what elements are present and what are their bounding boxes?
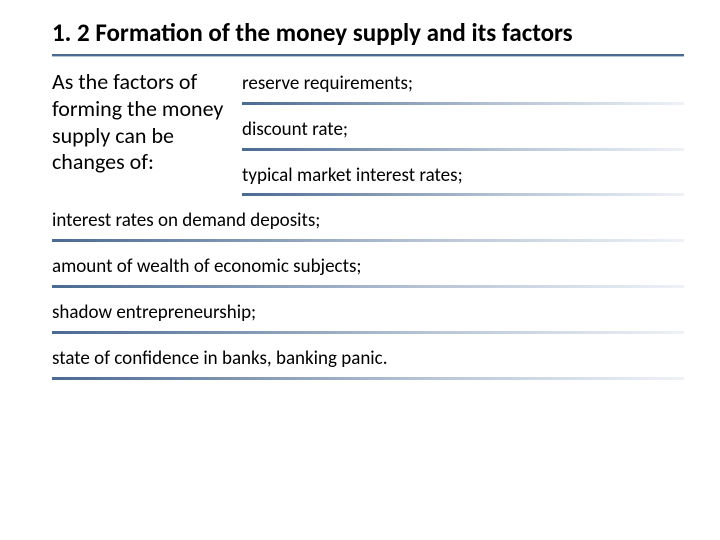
factor-underline bbox=[242, 193, 684, 196]
factor-item: typical market interest rates; bbox=[242, 159, 684, 194]
factor-item: interest rates on demand deposits; bbox=[52, 204, 684, 239]
factor-item: reserve requirements; bbox=[242, 67, 684, 102]
factor-item: state of confidence in banks, banking pa… bbox=[52, 342, 684, 377]
slide-title: 1. 2 Formation of the money supply and i… bbox=[52, 18, 684, 48]
title-block: 1. 2 Formation of the money supply and i… bbox=[52, 18, 684, 57]
factor-item: shadow entrepreneurship; bbox=[52, 296, 684, 331]
content-row: As the factors of forming the money supp… bbox=[52, 67, 684, 204]
factor-underline bbox=[52, 285, 684, 288]
factor-item: amount of wealth of economic subjects; bbox=[52, 250, 684, 285]
factors-bottom-column: interest rates on demand deposits; amoun… bbox=[52, 204, 684, 379]
intro-column: As the factors of forming the money supp… bbox=[52, 67, 242, 204]
title-underline bbox=[52, 54, 684, 57]
factor-underline bbox=[242, 102, 684, 105]
intro-text: As the factors of forming the money supp… bbox=[52, 69, 228, 176]
factors-top-column: reserve requirements; discount rate; typ… bbox=[242, 67, 684, 204]
factor-underline bbox=[52, 239, 684, 242]
factor-underline bbox=[52, 331, 684, 334]
factor-item: discount rate; bbox=[242, 113, 684, 148]
factor-underline bbox=[52, 377, 684, 380]
slide: 1. 2 Formation of the money supply and i… bbox=[0, 0, 720, 540]
factor-underline bbox=[242, 148, 684, 151]
